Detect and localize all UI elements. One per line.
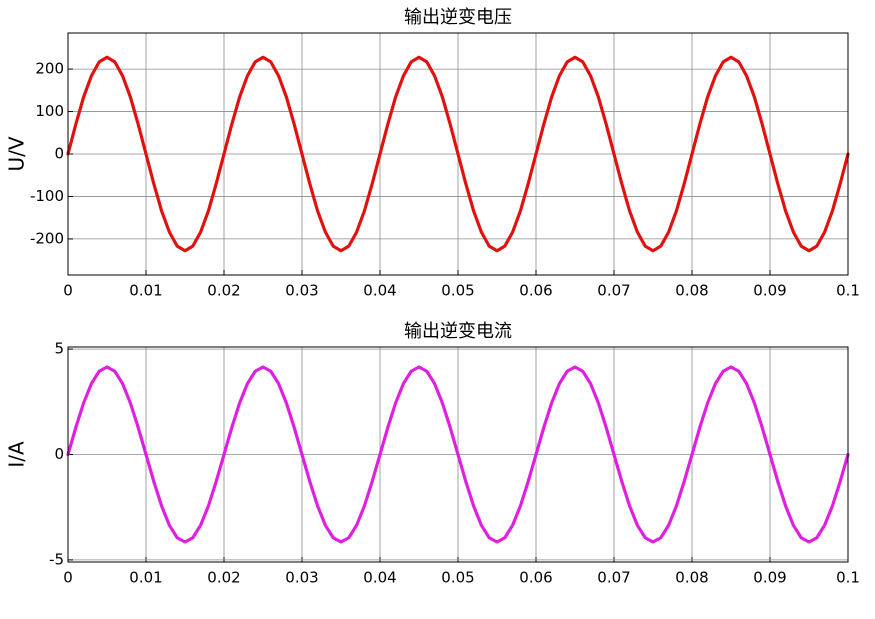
y-tick-label: 200 bbox=[35, 60, 64, 78]
x-tick-label: 0.08 bbox=[675, 569, 708, 587]
x-tick-label: 0.02 bbox=[207, 282, 240, 300]
chart-title: 输出逆变电流 bbox=[404, 321, 512, 342]
y-tick-label: 0 bbox=[54, 145, 64, 163]
x-tick-label: 0.03 bbox=[285, 569, 318, 587]
x-tick-label: 0 bbox=[63, 282, 73, 300]
x-tick-label: 0.01 bbox=[129, 569, 162, 587]
y-tick-label: 0 bbox=[54, 445, 64, 463]
y-tick-label: -5 bbox=[49, 550, 64, 568]
data-line bbox=[66, 55, 850, 253]
x-tick-label: 0.05 bbox=[441, 282, 474, 300]
x-tick-label: 0.07 bbox=[597, 569, 630, 587]
data-line bbox=[66, 365, 850, 544]
x-tick-label: 0.06 bbox=[519, 569, 552, 587]
y-axis-label: U/V bbox=[5, 136, 29, 171]
x-tick-label: 0.04 bbox=[363, 569, 396, 587]
x-tick-label: 0.05 bbox=[441, 569, 474, 587]
x-tick-label: 0.08 bbox=[675, 282, 708, 300]
plot-frame bbox=[67, 346, 849, 563]
y-tick-label: -100 bbox=[30, 187, 64, 205]
chart-title: 输出逆变电压 bbox=[404, 7, 512, 28]
x-tick-label: 0.09 bbox=[753, 569, 786, 587]
x-tick-label: 0.06 bbox=[519, 282, 552, 300]
x-tick-label: 0.02 bbox=[207, 569, 240, 587]
x-tick-label: 0.03 bbox=[285, 282, 318, 300]
x-tick-label: 0 bbox=[63, 569, 73, 587]
y-tick-label: -200 bbox=[30, 229, 64, 247]
x-tick-label: 0.09 bbox=[753, 282, 786, 300]
y-tick-label: 5 bbox=[54, 340, 64, 358]
y-axis-label: I/A bbox=[5, 441, 29, 468]
x-tick-label: 0.01 bbox=[129, 282, 162, 300]
y-tick-label: 100 bbox=[35, 102, 64, 120]
x-tick-label: 0.07 bbox=[597, 282, 630, 300]
plot-frame bbox=[67, 32, 849, 276]
x-tick-label: 0.1 bbox=[836, 282, 860, 300]
x-tick-label: 0.04 bbox=[363, 282, 396, 300]
x-tick-label: 0.1 bbox=[836, 569, 860, 587]
